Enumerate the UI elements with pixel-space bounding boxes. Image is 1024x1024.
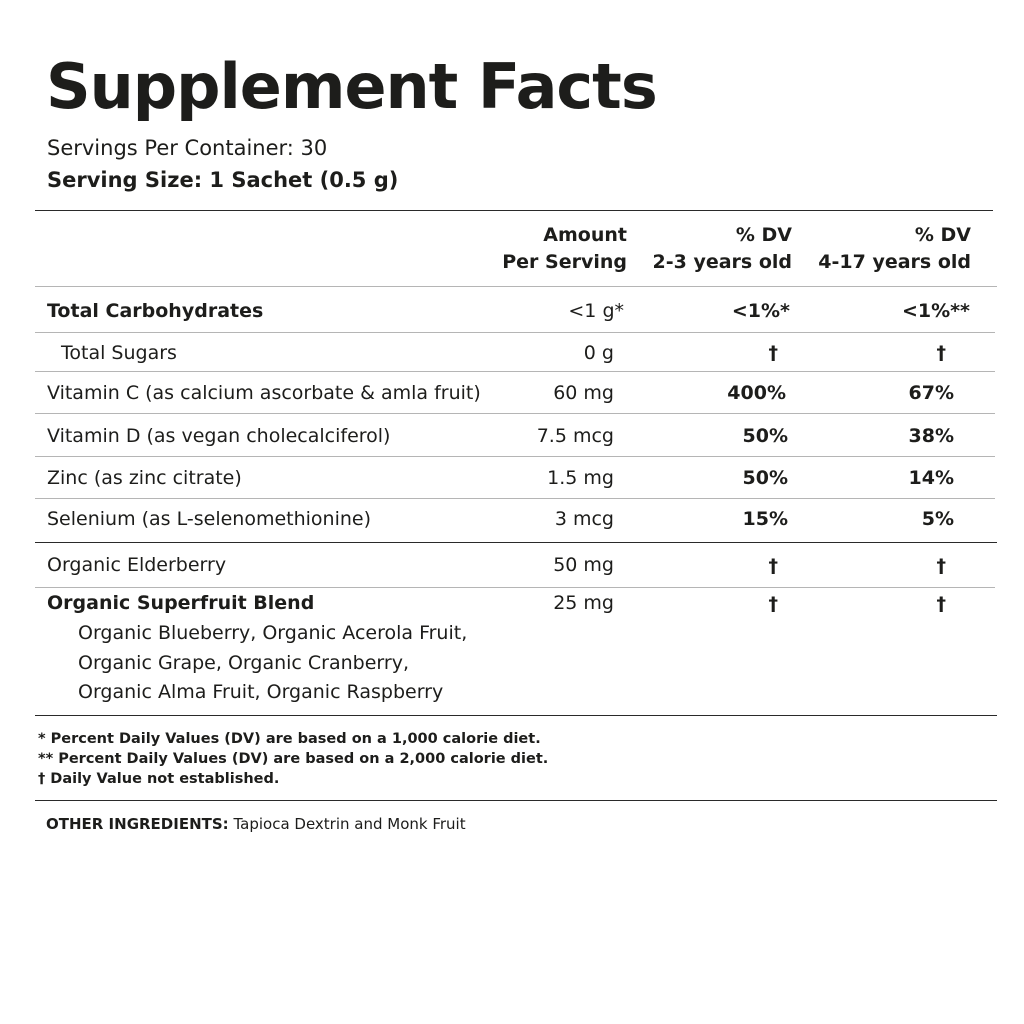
header-dv-2-3: % DV 2-3 years old bbox=[652, 224, 793, 273]
other-ingredients-value: Tapioca Dextrin and Monk Fruit bbox=[233, 815, 466, 833]
nutrient-amount: <1 g* bbox=[568, 300, 624, 322]
nutrient-amount: 25 mg bbox=[553, 592, 614, 614]
blend-ingredients-line: Organic Alma Fruit, Organic Raspberry bbox=[78, 681, 444, 703]
nutrient-dv-4-17: <1%** bbox=[901, 300, 970, 322]
nutrient-dv-4-17: † bbox=[936, 342, 947, 364]
other-ingredients: OTHER INGREDIENTS: Tapioca Dextrin and M… bbox=[46, 817, 466, 832]
nutrient-dv-2-3: † bbox=[768, 342, 779, 364]
nutrient-name: Selenium (as L-selenomethionine) bbox=[47, 508, 372, 530]
nutrient-amount: 7.5 mcg bbox=[536, 425, 614, 447]
serving-size: Serving Size: 1 Sachet (0.5 g) bbox=[47, 168, 399, 192]
header-dv-4-17: % DV 4-17 years old bbox=[818, 224, 971, 273]
nutrient-dv-4-17: 67% bbox=[908, 382, 954, 404]
divider-top bbox=[35, 210, 993, 211]
row-divider bbox=[35, 332, 995, 333]
nutrient-dv-2-3: † bbox=[768, 555, 779, 577]
other-ingredients-label: OTHER INGREDIENTS: bbox=[46, 815, 229, 833]
nutrient-dv-4-17: 14% bbox=[908, 467, 954, 489]
nutrient-name: Total Sugars bbox=[61, 342, 177, 364]
panel-title: Supplement Facts bbox=[46, 50, 658, 123]
nutrient-dv-2-3: 50% bbox=[742, 425, 788, 447]
footnote-dv-not-established: † Daily Value not established. bbox=[38, 771, 280, 787]
row-divider bbox=[35, 413, 995, 414]
nutrient-dv-4-17: † bbox=[936, 555, 947, 577]
row-divider bbox=[35, 498, 995, 499]
nutrient-name: Total Carbohydrates bbox=[47, 300, 264, 322]
nutrient-dv-4-17: † bbox=[936, 593, 947, 615]
nutrient-dv-2-3: 400% bbox=[727, 382, 786, 404]
nutrient-name: Zinc (as zinc citrate) bbox=[47, 467, 242, 489]
footnote-1000-calorie: * Percent Daily Values (DV) are based on… bbox=[38, 731, 541, 747]
divider-header bbox=[35, 286, 997, 287]
section-divider bbox=[35, 542, 997, 543]
blend-ingredients-line: Organic Blueberry, Organic Acerola Fruit… bbox=[78, 622, 468, 644]
nutrient-dv-4-17: 5% bbox=[921, 508, 954, 530]
nutrient-dv-2-3: † bbox=[768, 593, 779, 615]
nutrient-dv-2-3: 50% bbox=[742, 467, 788, 489]
nutrient-amount: 1.5 mg bbox=[547, 467, 614, 489]
nutrient-amount: 0 g bbox=[583, 342, 614, 364]
nutrient-name: Organic Superfruit Blend bbox=[47, 592, 315, 614]
divider-bottom bbox=[35, 715, 997, 716]
nutrient-name: Vitamin C (as calcium ascorbate & amla f… bbox=[47, 382, 481, 404]
footnote-2000-calorie: ** Percent Daily Values (DV) are based o… bbox=[38, 751, 549, 767]
nutrient-dv-2-3: <1%* bbox=[731, 300, 790, 322]
nutrient-name: Organic Elderberry bbox=[47, 554, 227, 576]
nutrient-amount: 50 mg bbox=[553, 554, 614, 576]
nutrient-dv-4-17: 38% bbox=[908, 425, 954, 447]
row-divider bbox=[35, 587, 995, 588]
nutrient-amount: 60 mg bbox=[553, 382, 614, 404]
row-divider bbox=[35, 456, 995, 457]
divider-footnotes bbox=[35, 800, 997, 801]
header-amount: Amount Per Serving bbox=[502, 224, 627, 273]
nutrient-name: Vitamin D (as vegan cholecalciferol) bbox=[47, 425, 391, 447]
servings-per-container: Servings Per Container: 30 bbox=[47, 136, 328, 160]
nutrient-amount: 3 mcg bbox=[554, 508, 614, 530]
nutrient-dv-2-3: 15% bbox=[742, 508, 788, 530]
blend-ingredients-line: Organic Grape, Organic Cranberry, bbox=[78, 652, 409, 674]
row-divider bbox=[35, 371, 995, 372]
